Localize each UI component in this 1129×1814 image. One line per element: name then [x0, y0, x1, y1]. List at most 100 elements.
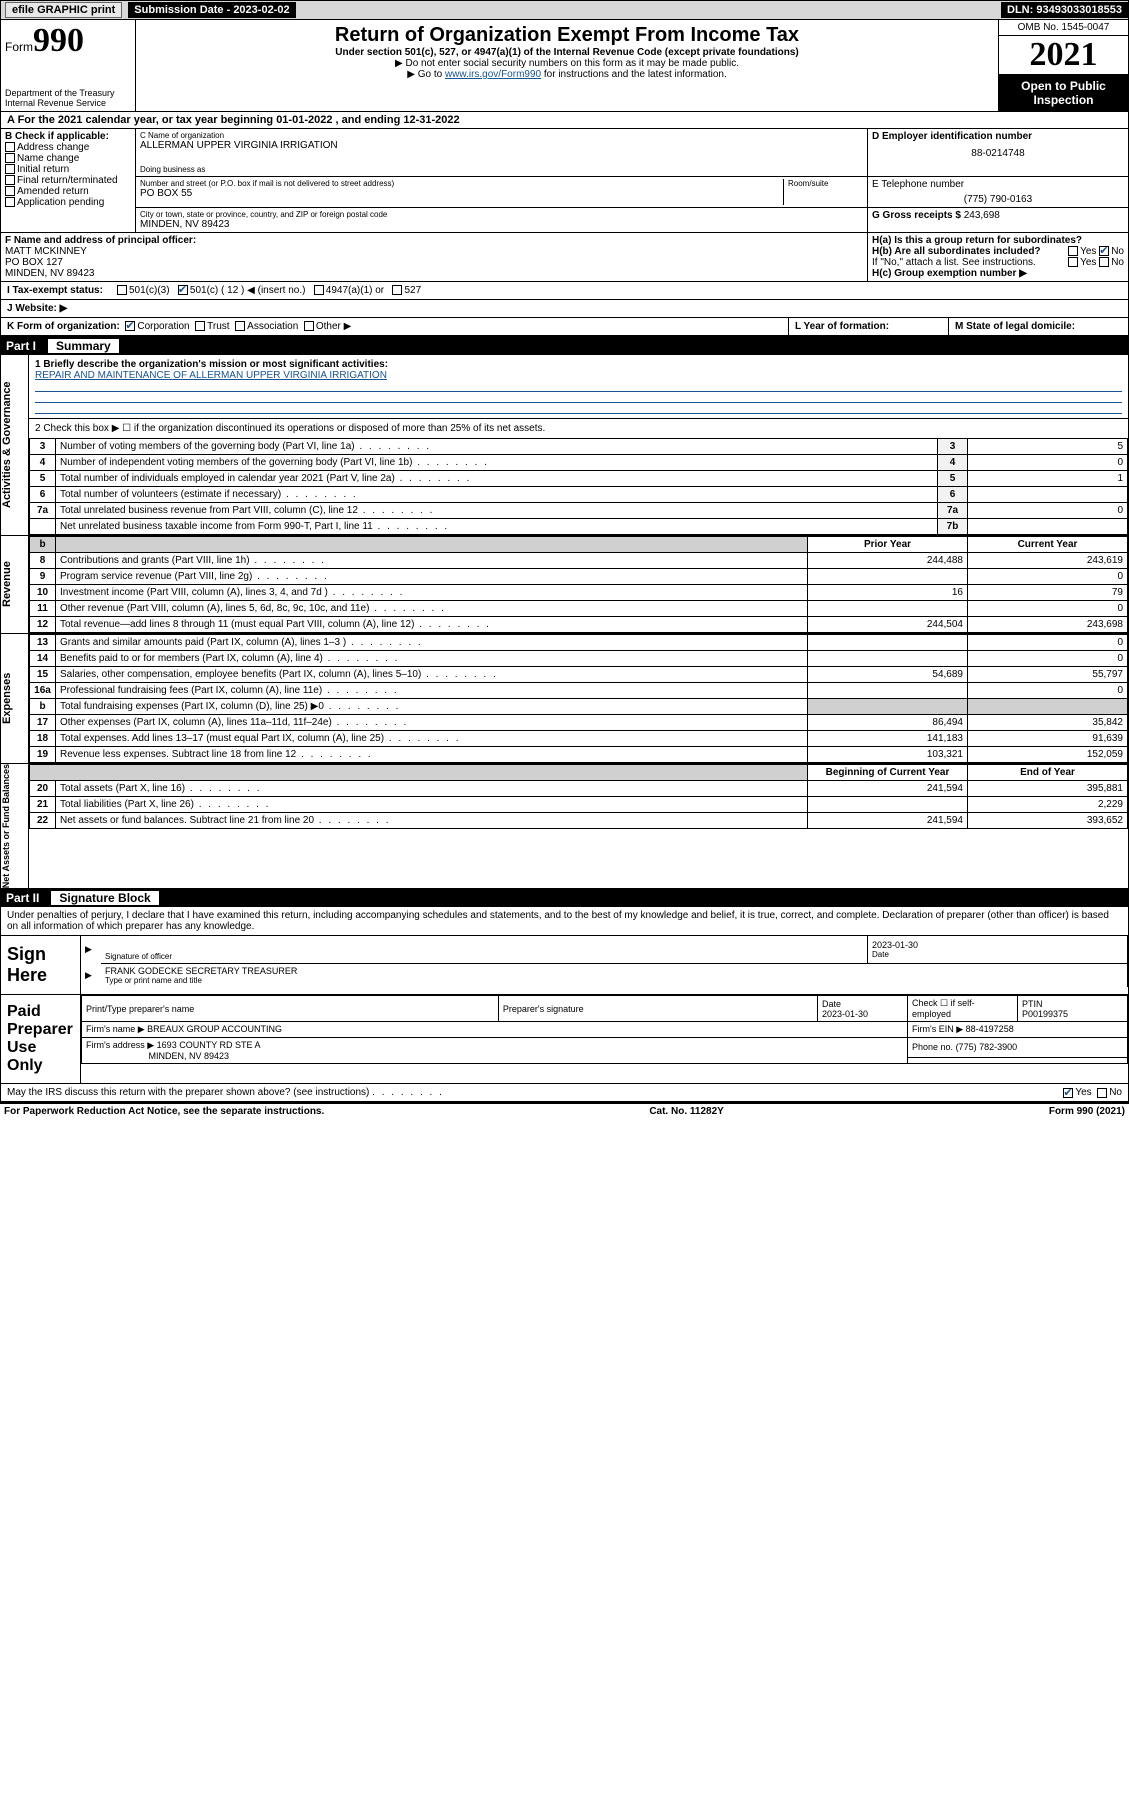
line-text: Revenue less expenses. Subtract line 18 …	[56, 747, 808, 763]
form-header: Form990 Department of the Treasury Inter…	[0, 20, 1129, 112]
mission-question: 1 Briefly describe the organization's mi…	[35, 359, 1122, 370]
prior-value	[808, 797, 968, 813]
check-4947[interactable]	[314, 285, 324, 295]
check-501c3[interactable]	[117, 285, 127, 295]
line-box: 6	[938, 487, 968, 503]
part-ii-header: Part II Signature Block	[0, 889, 1129, 907]
part-ii-title: Signature Block	[51, 891, 158, 905]
page-footer: For Paperwork Reduction Act Notice, see …	[0, 1102, 1129, 1119]
form-title: Return of Organization Exempt From Incom…	[140, 24, 994, 47]
line-text: Number of voting members of the governin…	[56, 439, 938, 455]
tax-year: 2021	[999, 36, 1128, 75]
line-text: Investment income (Part VIII, column (A)…	[56, 585, 808, 601]
prior-value: 244,504	[808, 617, 968, 633]
line-text: Total expenses. Add lines 13–17 (must eq…	[56, 731, 808, 747]
prep-date: 2023-01-30	[822, 1009, 868, 1019]
box-ha-label: H(a) Is this a group return for subordin…	[872, 235, 1082, 246]
ha-yes[interactable]	[1068, 246, 1078, 256]
line-text: Contributions and grants (Part VIII, lin…	[56, 553, 808, 569]
check-corporation[interactable]	[125, 321, 135, 331]
check-amended-return[interactable]	[5, 186, 15, 196]
dept-treasury: Department of the Treasury	[5, 88, 131, 98]
check-address-change[interactable]	[5, 142, 15, 152]
line-value	[968, 519, 1128, 535]
vtab-expenses: Expenses	[1, 634, 29, 763]
vtab-net-assets: Net Assets or Fund Balances	[1, 764, 29, 888]
box-g-label: G Gross receipts $	[872, 210, 961, 221]
prep-sig-label: Preparer's signature	[498, 996, 817, 1022]
row-a-tax-year: A For the 2021 calendar year, or tax yea…	[0, 112, 1129, 129]
check-application-pending[interactable]	[5, 197, 15, 207]
check-other[interactable]	[304, 321, 314, 331]
current-value: 152,059	[968, 747, 1128, 763]
line-text: Number of independent voting members of …	[56, 455, 938, 471]
identity-grid: B Check if applicable: Address change Na…	[0, 129, 1129, 282]
prior-value	[808, 651, 968, 667]
firm-addr1: 1693 COUNTY RD STE A	[157, 1040, 261, 1050]
part-ii-num: Part II	[6, 891, 39, 905]
prior-value: 103,321	[808, 747, 968, 763]
line-text: Total number of individuals employed in …	[56, 471, 938, 487]
discuss-yes[interactable]	[1063, 1088, 1073, 1098]
line-value: 0	[968, 503, 1128, 519]
line-text: Other expenses (Part IX, column (A), lin…	[56, 715, 808, 731]
firm-name: BREAUX GROUP ACCOUNTING	[147, 1024, 282, 1034]
line-text: Grants and similar amounts paid (Part IX…	[56, 635, 808, 651]
check-name-change[interactable]	[5, 153, 15, 163]
line-no: 10	[30, 585, 56, 601]
hb-no[interactable]	[1099, 257, 1109, 267]
street-label: Number and street (or P.O. box if mail i…	[140, 179, 783, 188]
sign-here-label: Sign Here	[1, 936, 81, 994]
mission-answer: REPAIR AND MAINTENANCE OF ALLERMAN UPPER…	[35, 370, 1122, 381]
current-value: 35,842	[968, 715, 1128, 731]
line-no: 15	[30, 667, 56, 683]
line-box: 7a	[938, 503, 968, 519]
efile-print-button[interactable]: efile GRAPHIC print	[5, 2, 122, 18]
box-c-label: C Name of organization	[140, 131, 863, 140]
signature-officer-label: Signature of officer	[105, 952, 863, 961]
irs-form990-link[interactable]: www.irs.gov/Form990	[445, 69, 541, 80]
line-text: Total assets (Part X, line 16)	[56, 781, 808, 797]
current-value: 0	[968, 601, 1128, 617]
expenses-table: 13 Grants and similar amounts paid (Part…	[29, 634, 1128, 763]
check-trust[interactable]	[195, 321, 205, 331]
line-no: 22	[30, 813, 56, 829]
current-value: 91,639	[968, 731, 1128, 747]
line-text: Net assets or fund balances. Subtract li…	[56, 813, 808, 829]
check-501c[interactable]	[178, 285, 188, 295]
line-value	[968, 487, 1128, 503]
current-value: 0	[968, 569, 1128, 585]
form-word: Form	[5, 40, 33, 54]
sign-date: 2023-01-30	[872, 940, 1123, 950]
ptin-value: P00199375	[1022, 1009, 1068, 1019]
prior-value: 16	[808, 585, 968, 601]
current-value: 79	[968, 585, 1128, 601]
discuss-no[interactable]	[1097, 1088, 1107, 1098]
officer-print-name: FRANK GODECKE SECRETARY TREASURER	[105, 966, 1123, 976]
line-no: 3	[30, 439, 56, 455]
line-box: 5	[938, 471, 968, 487]
line-value: 1	[968, 471, 1128, 487]
line-text: Salaries, other compensation, employee b…	[56, 667, 808, 683]
check-initial-return[interactable]	[5, 164, 15, 174]
hb-yes[interactable]	[1068, 257, 1078, 267]
ha-no[interactable]	[1099, 246, 1109, 256]
col-beginning: Beginning of Current Year	[808, 765, 968, 781]
penalties-statement: Under penalties of perjury, I declare th…	[1, 907, 1128, 936]
line-no: 9	[30, 569, 56, 585]
line-no: 21	[30, 797, 56, 813]
may-irs-discuss: May the IRS discuss this return with the…	[7, 1087, 369, 1098]
current-value: 0	[968, 651, 1128, 667]
check-association[interactable]	[235, 321, 245, 331]
box-e-label: E Telephone number	[872, 179, 1124, 190]
line-no: 20	[30, 781, 56, 797]
prior-value: 86,494	[808, 715, 968, 731]
check-527[interactable]	[392, 285, 402, 295]
form-subtitle: Under section 501(c), 527, or 4947(a)(1)…	[140, 47, 994, 58]
line-text: Professional fundraising fees (Part IX, …	[56, 683, 808, 699]
line-text: Benefits paid to or for members (Part IX…	[56, 651, 808, 667]
check-final-return[interactable]	[5, 175, 15, 185]
line-text: Other revenue (Part VIII, column (A), li…	[56, 601, 808, 617]
prep-name-label: Print/Type preparer's name	[82, 996, 499, 1022]
net-assets-table: Beginning of Current Year End of Year 20…	[29, 764, 1128, 829]
